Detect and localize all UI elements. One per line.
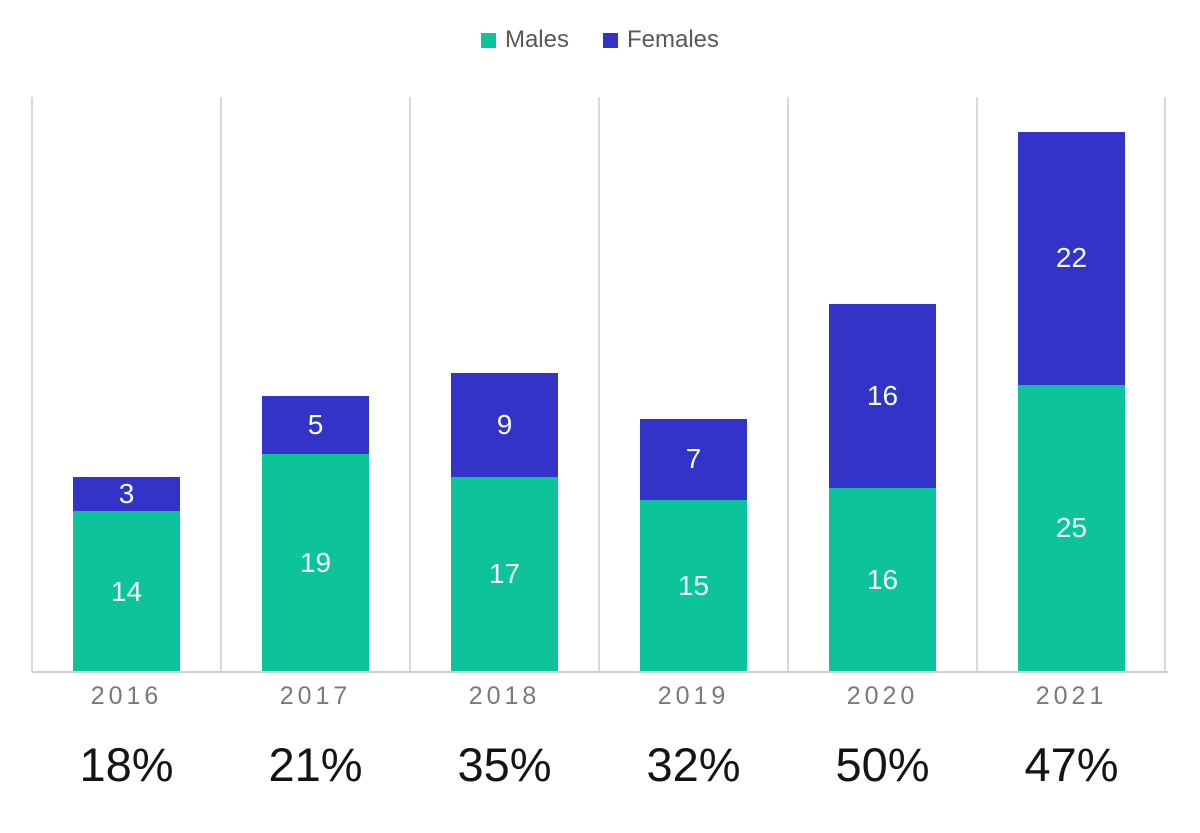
vertical-gridline (31, 97, 33, 672)
bar-value-label: 7 (685, 443, 702, 475)
bar-value-label: 9 (496, 408, 513, 440)
females-legend-swatch-icon (603, 32, 618, 48)
category-axis-labels: 2016 2017 2018 2019 2020 2021 (32, 682, 1166, 711)
bar-segment-females-2019: 7 (640, 419, 747, 500)
category-label-2020: 2020 (846, 682, 919, 710)
percent-label-2017: 21% (268, 738, 363, 791)
legend-item-females: Females (603, 26, 719, 54)
bar-value-label: 19 (299, 546, 332, 578)
percent-annotation-row: 18% 21% 35% 32% 50% 47% (32, 737, 1166, 792)
legend-label-females: Females (627, 26, 720, 53)
vertical-gridline (976, 97, 978, 672)
bar-segment-males-2020: 16 (829, 488, 936, 672)
vertical-gridline (409, 97, 411, 672)
vertical-gridline (220, 97, 222, 672)
bar-segment-females-2021: 22 (1018, 131, 1125, 385)
bar-value-label: 22 (1055, 242, 1088, 273)
bar-segment-females-2018: 9 (451, 373, 558, 477)
vertical-gridline (598, 97, 600, 672)
category-label-2018: 2018 (468, 682, 541, 710)
bar-segment-males-2016: 14 (73, 511, 180, 672)
category-label-2017: 2017 (279, 682, 352, 710)
legend-label-males: Males (504, 26, 569, 53)
plot-area: 14 3 19 5 17 9 15 7 16 16 25 22 (31, 97, 1166, 672)
bar-value-label: 17 (488, 558, 521, 590)
males-legend-swatch-icon (480, 32, 496, 48)
bar-value-label: 16 (866, 380, 899, 411)
category-label-2019: 2019 (657, 682, 730, 710)
bar-segment-males-2017: 19 (262, 453, 369, 672)
bar-segment-females-2020: 16 (829, 304, 936, 488)
bar-segment-males-2019: 15 (640, 499, 747, 672)
percent-label-2021: 47% (1024, 738, 1119, 791)
percent-label-2018: 35% (457, 738, 552, 791)
bar-segment-females-2016: 3 (73, 476, 180, 511)
bar-value-label: 16 (866, 564, 899, 595)
category-label-2021: 2021 (1035, 682, 1108, 710)
bar-value-label: 3 (118, 477, 135, 509)
chart-legend: Males Females (0, 26, 1200, 54)
bar-segment-males-2021: 25 (1018, 384, 1125, 672)
bar-value-label: 25 (1055, 512, 1088, 544)
percent-label-2019: 32% (646, 738, 741, 791)
bar-segment-males-2018: 17 (451, 476, 558, 672)
percent-label-2020: 50% (835, 738, 930, 791)
vertical-gridline (1164, 97, 1166, 672)
bar-value-label: 15 (677, 569, 710, 601)
legend-item-males: Males (480, 26, 569, 54)
percent-label-2016: 18% (79, 738, 174, 791)
x-axis-line (32, 671, 1168, 673)
vertical-gridline (787, 97, 789, 672)
bar-segment-females-2017: 5 (262, 396, 369, 454)
bar-value-label: 14 (110, 575, 143, 607)
category-label-2016: 2016 (90, 682, 163, 710)
bar-value-label: 5 (307, 408, 324, 440)
